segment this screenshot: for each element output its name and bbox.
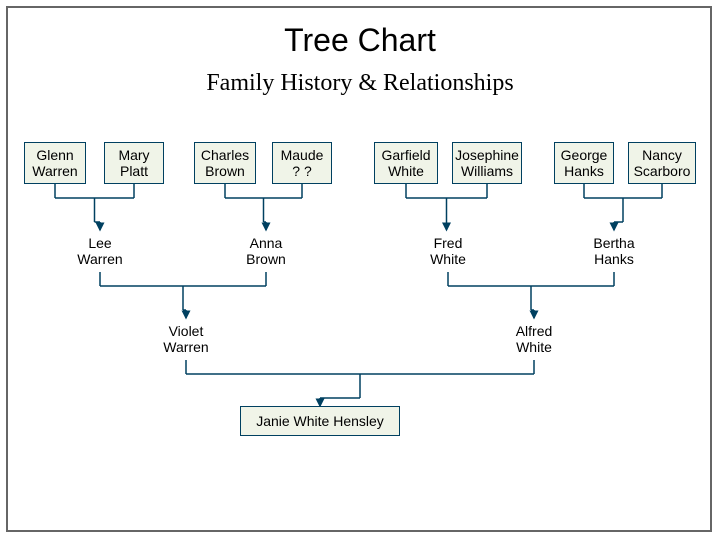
node-charles: CharlesBrown bbox=[194, 142, 256, 184]
page-subtitle: Family History & Relationships bbox=[0, 70, 720, 97]
node-label: GarfieldWhite bbox=[381, 147, 430, 179]
node-violet: VioletWarren bbox=[146, 318, 226, 360]
node-maude: Maude? ? bbox=[272, 142, 332, 184]
node-label: FredWhite bbox=[430, 235, 466, 267]
node-glenn: GlennWarren bbox=[24, 142, 86, 184]
node-label: VioletWarren bbox=[163, 323, 208, 355]
node-label: JosephineWilliams bbox=[455, 147, 519, 179]
node-label: BerthaHanks bbox=[593, 235, 634, 267]
node-bertha: BerthaHanks bbox=[576, 230, 652, 272]
node-label: MaryPlatt bbox=[118, 147, 149, 179]
node-josephine: JosephineWilliams bbox=[452, 142, 522, 184]
node-mary: MaryPlatt bbox=[104, 142, 164, 184]
page-title: Tree Chart bbox=[0, 22, 720, 59]
node-label: Maude? ? bbox=[281, 147, 324, 179]
node-garfield: GarfieldWhite bbox=[374, 142, 438, 184]
node-label: CharlesBrown bbox=[201, 147, 249, 179]
node-label: LeeWarren bbox=[77, 235, 122, 267]
node-label: GeorgeHanks bbox=[561, 147, 608, 179]
node-label: AnnaBrown bbox=[246, 235, 286, 267]
node-label: Janie White Hensley bbox=[256, 413, 384, 429]
node-label: AlfredWhite bbox=[516, 323, 553, 355]
node-label: GlennWarren bbox=[32, 147, 77, 179]
node-label: NancyScarboro bbox=[634, 147, 691, 179]
node-janie: Janie White Hensley bbox=[240, 406, 400, 436]
node-fred: FredWhite bbox=[410, 230, 486, 272]
node-george: GeorgeHanks bbox=[554, 142, 614, 184]
node-nancy: NancyScarboro bbox=[628, 142, 696, 184]
node-lee: LeeWarren bbox=[62, 230, 138, 272]
node-anna: AnnaBrown bbox=[228, 230, 304, 272]
node-alfred: AlfredWhite bbox=[494, 318, 574, 360]
